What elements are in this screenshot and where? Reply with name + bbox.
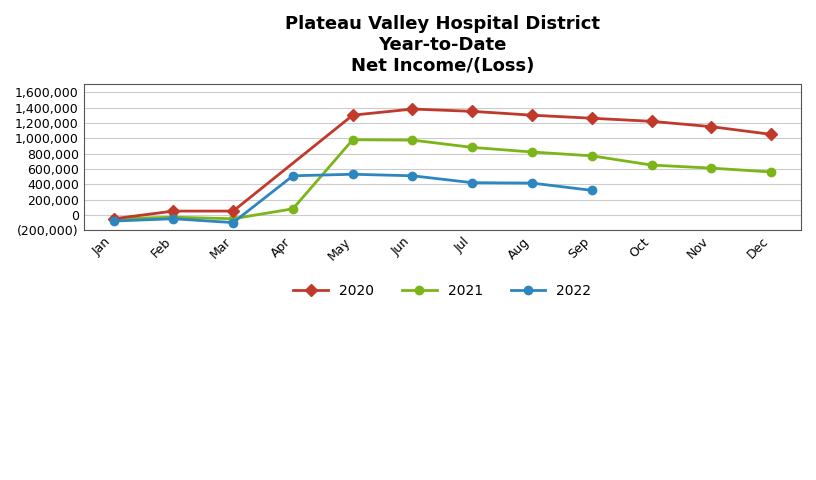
Line: 2021: 2021 [109,135,775,223]
2022 [407,173,417,179]
2020 [348,112,357,118]
2021 [228,216,238,222]
2021 [168,215,178,220]
2022 [348,171,357,177]
2021 [468,144,477,150]
2022 [288,173,298,179]
2020 [168,208,178,214]
2022 [228,220,238,226]
2022 [527,180,537,186]
2020 [707,124,716,130]
2020 [468,108,477,114]
2020 [527,112,537,118]
2022 [109,218,118,224]
2020 [587,115,596,121]
2020 [228,208,238,214]
2022 [587,188,596,193]
2021 [348,137,357,143]
2021 [766,169,776,175]
Legend: 2020, 2021, 2022: 2020, 2021, 2022 [288,278,597,303]
2020 [766,132,776,137]
Title: Plateau Valley Hospital District
Year-to-Date
Net Income/(Loss): Plateau Valley Hospital District Year-to… [285,15,600,74]
Line: 2022: 2022 [109,170,596,227]
2021 [527,149,537,155]
2021 [587,153,596,159]
2021 [707,165,716,171]
2020 [109,216,118,222]
2021 [109,216,118,222]
2020 [407,106,417,112]
2021 [646,162,656,168]
2021 [288,206,298,212]
2021 [407,137,417,143]
2022 [168,216,178,222]
Line: 2020: 2020 [109,105,775,223]
2020 [646,119,656,124]
2022 [468,180,477,186]
